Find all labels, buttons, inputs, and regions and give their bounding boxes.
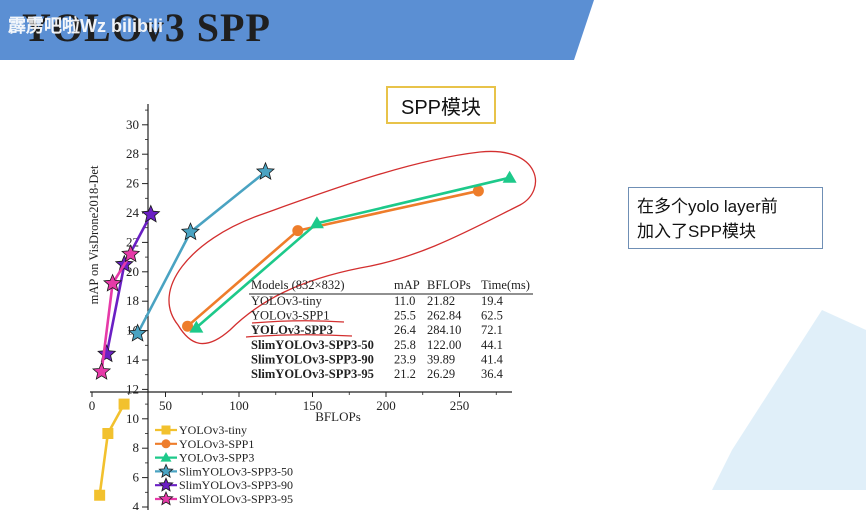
slide-title: YOLOv3 SPP <box>22 5 271 50</box>
annotation-underline-spp3 <box>245 334 353 338</box>
table-cell-model-1: YOLOv3-SPP1 <box>251 309 330 323</box>
data-point-2-1 <box>309 216 324 229</box>
legend-label-0: YOLOv3-tiny <box>179 423 247 437</box>
data-point-3-0 <box>128 323 148 342</box>
table-cell-map-1: 25.5 <box>394 309 416 323</box>
table-cell-time-5: 36.4 <box>481 367 504 381</box>
table-cell-model-5: SlimYOLOv3-SPP3-95 <box>251 367 374 381</box>
x-tick-label: 100 <box>229 398 249 413</box>
y-tick-label: 20 <box>126 264 139 279</box>
table-cell-bflops-1: 262.84 <box>427 309 462 323</box>
data-point-1-2 <box>472 185 484 197</box>
table-cell-time-2: 72.1 <box>481 323 503 337</box>
x-tick-label: 250 <box>450 398 470 413</box>
table-cell-map-0: 11.0 <box>394 294 415 308</box>
legend-marker-5 <box>158 490 174 506</box>
title-banner: YOLOv3 SPP 霹雳吧啦Wz bilibili <box>0 0 866 60</box>
y-tick-label: 30 <box>126 117 139 132</box>
spp-module-callout: SPP模块 <box>386 86 496 124</box>
data-point-4-2 <box>141 204 161 223</box>
series-line-0 <box>98 403 126 496</box>
x-tick-label: 200 <box>376 398 396 413</box>
note-line-2: 加入了SPP模块 <box>637 222 757 241</box>
decorative-triangle <box>712 310 866 490</box>
legend-marker-3 <box>158 463 174 478</box>
y-tick-label: 8 <box>133 440 140 455</box>
data-point-0-1 <box>102 428 114 439</box>
data-point-3-2 <box>255 161 275 180</box>
table-cell-time-4: 41.4 <box>481 352 504 366</box>
legend-label-2: YOLOv3-SPP3 <box>179 451 254 465</box>
spp-note-box: 在多个yolo layer前 加入了SPP模块 <box>628 187 823 249</box>
banner-shape <box>0 0 594 60</box>
x-tick-label: 150 <box>303 398 323 413</box>
x-tick-label: 0 <box>89 398 96 413</box>
table-header-2: BFLOPs <box>427 278 471 292</box>
y-tick-label: 6 <box>133 470 140 485</box>
annotation-underline-spp1 <box>251 320 345 324</box>
y-tick-label: 10 <box>126 411 139 426</box>
table-cell-map-5: 21.2 <box>394 367 416 381</box>
data-point-5-2 <box>121 244 141 263</box>
data-point-2-0 <box>189 320 204 333</box>
y-tick-label: 28 <box>126 146 139 161</box>
data-point-1-1 <box>292 225 304 237</box>
y-tick-label: 26 <box>126 176 140 191</box>
data-point-2-2 <box>502 170 517 183</box>
y-tick-label: 18 <box>126 293 139 308</box>
legend-label-1: YOLOv3-SPP1 <box>179 437 254 451</box>
table-cell-time-1: 62.5 <box>481 309 503 323</box>
legend-marker-0 <box>161 425 171 435</box>
data-point-5-1 <box>103 273 123 292</box>
y-tick-label: 12 <box>126 381 139 396</box>
x-tick-label: 50 <box>159 398 172 413</box>
note-line-1: 在多个yolo layer前 <box>637 197 778 216</box>
legend-marker-2 <box>160 452 172 462</box>
highlight-ellipse <box>168 150 537 345</box>
table-header-1: mAP <box>394 278 420 292</box>
data-point-3-1 <box>180 222 200 241</box>
y-tick-label: 4 <box>133 499 140 510</box>
table-cell-bflops-5: 26.29 <box>427 367 455 381</box>
y-tick-label: 24 <box>126 205 140 220</box>
table-cell-bflops-2: 284.10 <box>427 323 461 337</box>
legend-label-4: SlimYOLOv3-SPP3-90 <box>179 478 293 492</box>
table-cell-model-3: SlimYOLOv3-SPP3-50 <box>251 338 374 352</box>
legend-marker-1 <box>161 439 171 449</box>
data-point-0-2 <box>118 398 130 410</box>
legend-label-5: SlimYOLOv3-SPP3-95 <box>179 492 293 506</box>
series-line-3 <box>136 170 267 335</box>
table-cell-map-2: 26.4 <box>394 323 417 337</box>
table-cell-model-2: YOLOv3-SPP3 <box>251 323 333 337</box>
table-cell-model-0: YOLOv3-tiny <box>251 294 323 308</box>
series-line-2 <box>195 176 510 329</box>
table-header-0: Models (832×832) <box>251 278 345 292</box>
data-point-0-0 <box>94 489 106 501</box>
data-point-1-0 <box>182 320 194 332</box>
data-point-5-0 <box>92 361 112 380</box>
x-axis-label: BFLOPs <box>315 409 361 424</box>
table-cell-time-0: 19.4 <box>481 294 504 308</box>
table-cell-bflops-0: 21.82 <box>427 294 455 308</box>
watermark: 霹雳吧啦Wz bilibili <box>8 16 163 36</box>
table-cell-bflops-3: 122.00 <box>427 338 461 352</box>
table-cell-bflops-4: 39.89 <box>427 352 455 366</box>
legend-marker-4 <box>158 477 174 492</box>
table-header-3: Time(ms) <box>481 278 530 292</box>
table-cell-map-4: 23.9 <box>394 352 416 366</box>
legend-label-3: SlimYOLOv3-SPP3-50 <box>179 464 293 478</box>
y-axis-label: mAP on VisDrone2018-Det <box>87 165 101 304</box>
y-tick-label: 14 <box>126 352 140 367</box>
data-point-4-0 <box>97 344 117 363</box>
table-cell-model-4: SlimYOLOv3-SPP3-90 <box>251 352 374 366</box>
table-cell-map-3: 25.8 <box>394 338 416 352</box>
table-cell-time-3: 44.1 <box>481 338 503 352</box>
